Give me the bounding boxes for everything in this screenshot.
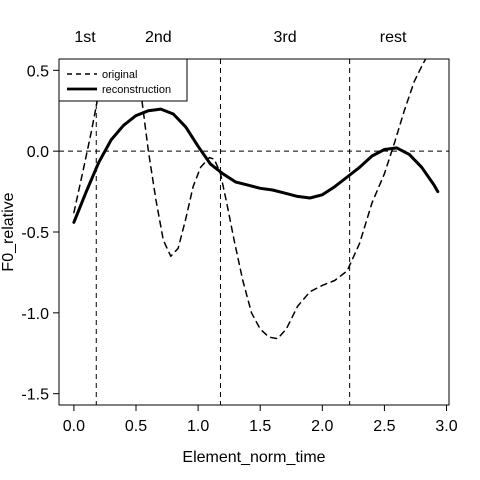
x-tick-label: 3.0 (435, 418, 457, 435)
x-tick-label: 0.0 (63, 418, 85, 435)
segment-label-rest: rest (380, 29, 407, 46)
x-tick-label: 2.0 (311, 418, 333, 435)
series-line-reconstruction (72, 107, 440, 224)
legend-label-reconstruction: reconstruction (102, 84, 171, 96)
x-tick-label: 1.0 (187, 418, 209, 435)
x-tick-label: 1.5 (249, 418, 271, 435)
y-axis-title: F0_relative (0, 192, 17, 271)
y-tick-label: -1.5 (21, 387, 49, 404)
segment-label-3rd: 3rd (273, 29, 296, 46)
segment-label-2nd: 2nd (145, 29, 172, 46)
legend-label-original: original (102, 69, 137, 81)
x-tick-label: 2.5 (373, 418, 395, 435)
legend: original reconstruction (58, 58, 188, 102)
legend-box (58, 58, 188, 102)
y-tick-label: 0.5 (27, 63, 49, 80)
x-tick-label: 0.5 (125, 418, 147, 435)
x-axis-title: Element_norm_time (182, 449, 325, 466)
y-tick-label: 0.0 (27, 144, 49, 161)
segment-label-1st: 1st (74, 29, 96, 46)
y-tick-label: -0.5 (21, 225, 49, 242)
plot-layer (59, 59, 449, 405)
y-tick-label: -1.0 (21, 306, 49, 323)
plot-frame (58, 58, 450, 406)
